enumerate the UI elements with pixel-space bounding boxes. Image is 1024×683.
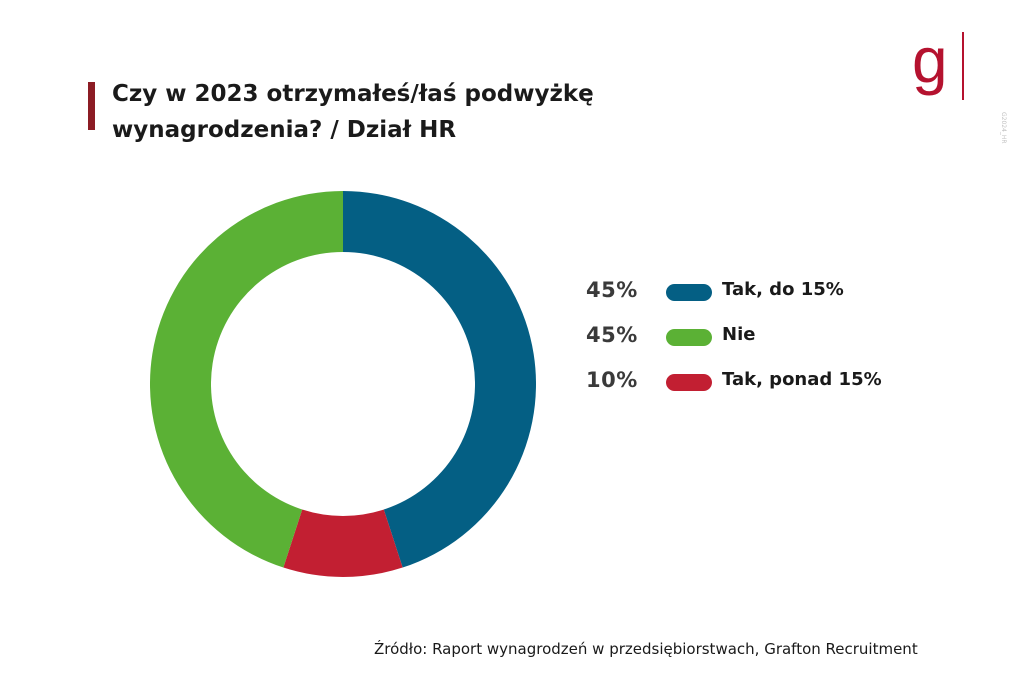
legend-label: Tak, ponad 15% xyxy=(722,369,882,390)
legend-percent: 10% xyxy=(586,368,638,392)
legend-label: Tak, do 15% xyxy=(722,279,844,300)
side-tag: G2024_HR xyxy=(1000,112,1007,144)
title-accent-bar xyxy=(88,82,95,130)
donut-slice xyxy=(283,509,403,577)
legend-swatch xyxy=(666,374,712,391)
source-note: Źródło: Raport wynagrodzeń w przedsiębio… xyxy=(374,640,918,658)
donut-slice xyxy=(150,191,343,568)
logo-divider xyxy=(962,32,964,100)
legend-percent: 45% xyxy=(586,323,638,347)
legend-swatch xyxy=(666,284,712,301)
legend-label: Nie xyxy=(722,324,756,345)
legend-swatch xyxy=(666,329,712,346)
chart-title: Czy w 2023 otrzymałeś/łaś podwyżkę wynag… xyxy=(112,81,594,143)
donut-slice xyxy=(343,191,536,568)
legend-percent: 45% xyxy=(586,278,638,302)
brand-logo: g xyxy=(912,28,972,104)
logo-letter: g xyxy=(912,24,948,96)
